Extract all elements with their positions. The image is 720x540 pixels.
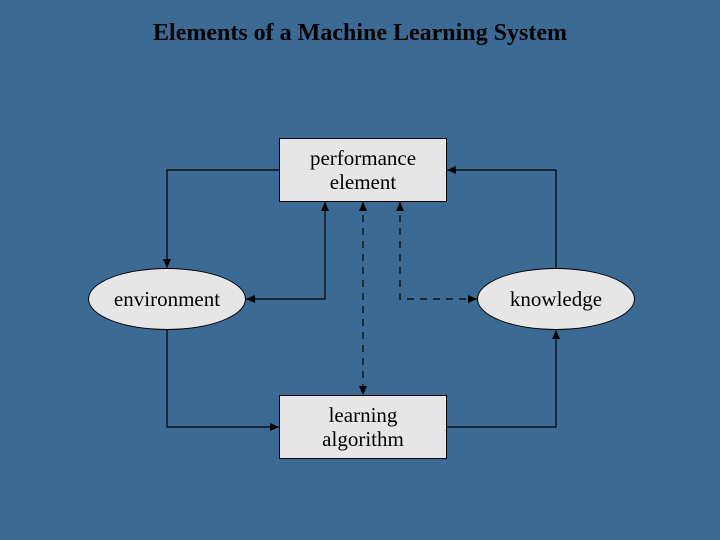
node-knowledge: knowledge xyxy=(477,268,635,330)
edge-perf-to-env xyxy=(167,170,279,268)
edge-perf-know-bidir xyxy=(400,202,477,299)
node-learning: learningalgorithm xyxy=(279,395,447,459)
page-title: Elements of a Machine Learning System xyxy=(0,20,720,47)
node-environment-label: environment xyxy=(114,287,220,311)
node-performance-label: performanceelement xyxy=(310,146,416,194)
edge-env-to-learn xyxy=(167,330,279,427)
edge-learn-to-know xyxy=(447,330,556,427)
node-knowledge-label: knowledge xyxy=(510,287,602,311)
edge-know-to-perf xyxy=(447,170,556,268)
node-performance: performanceelement xyxy=(279,138,447,202)
node-environment: environment xyxy=(88,268,246,330)
connectors-layer xyxy=(0,0,720,540)
slide: Elements of a Machine Learning System pe… xyxy=(0,0,720,540)
node-learning-label: learningalgorithm xyxy=(322,403,404,451)
edge-perf-env-bidir xyxy=(246,202,325,299)
